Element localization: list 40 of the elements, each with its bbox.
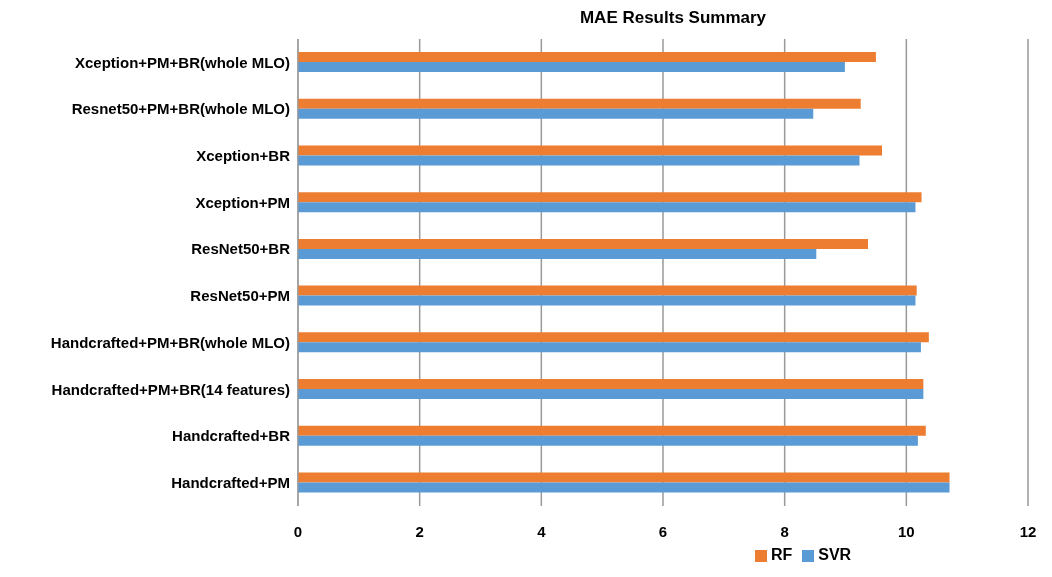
x-tick-label: 6: [658, 522, 668, 540]
y-tick-label: Xception+PM+BR(whole MLO): [74, 53, 290, 71]
y-tick-label: Handcrafted+PM+BR(whole MLO): [50, 333, 290, 351]
bar: [298, 435, 918, 446]
x-tick-label: 10: [897, 522, 915, 540]
bar: [298, 472, 950, 483]
bar: [298, 285, 917, 296]
x-tick-label: 8: [780, 522, 789, 540]
bar: [298, 248, 817, 259]
y-tick-label: ResNet50+BR: [191, 240, 291, 258]
bar: [298, 295, 916, 306]
bar: [298, 52, 876, 63]
legend-label: SVR: [818, 546, 852, 563]
bar: [298, 108, 814, 119]
x-tick-label: 12: [1019, 522, 1037, 540]
legend-label: RF: [770, 546, 793, 563]
bar: [298, 145, 882, 156]
x-tick-label: 2: [415, 522, 424, 540]
y-tick-label: ResNet50+PM: [190, 287, 290, 305]
y-tick-label: Resnet50+PM+BR(whole MLO): [71, 100, 290, 118]
bar: [298, 202, 916, 213]
bar: [298, 425, 926, 436]
y-tick-label: Xception+BR: [196, 147, 291, 165]
y-tick-label: Handcrafted+PM+BR(14 features): [51, 380, 290, 398]
bar: [298, 238, 869, 249]
bar: [298, 378, 924, 389]
bar: [298, 155, 860, 166]
x-tick-label: 4: [537, 522, 547, 540]
y-tick-label: Handcrafted+BR: [172, 427, 291, 445]
y-tick-label: Xception+PM: [195, 193, 290, 211]
bar: [298, 482, 950, 493]
bar: [298, 388, 924, 399]
bar: [298, 342, 921, 353]
y-tick-label: Handcrafted+PM: [171, 473, 290, 491]
x-tick-label: 0: [293, 522, 303, 540]
bar: [298, 192, 922, 203]
chart-title: MAE Results Summary: [578, 8, 768, 29]
bar: [298, 62, 845, 73]
bar: [298, 98, 861, 109]
bar: [298, 332, 929, 343]
